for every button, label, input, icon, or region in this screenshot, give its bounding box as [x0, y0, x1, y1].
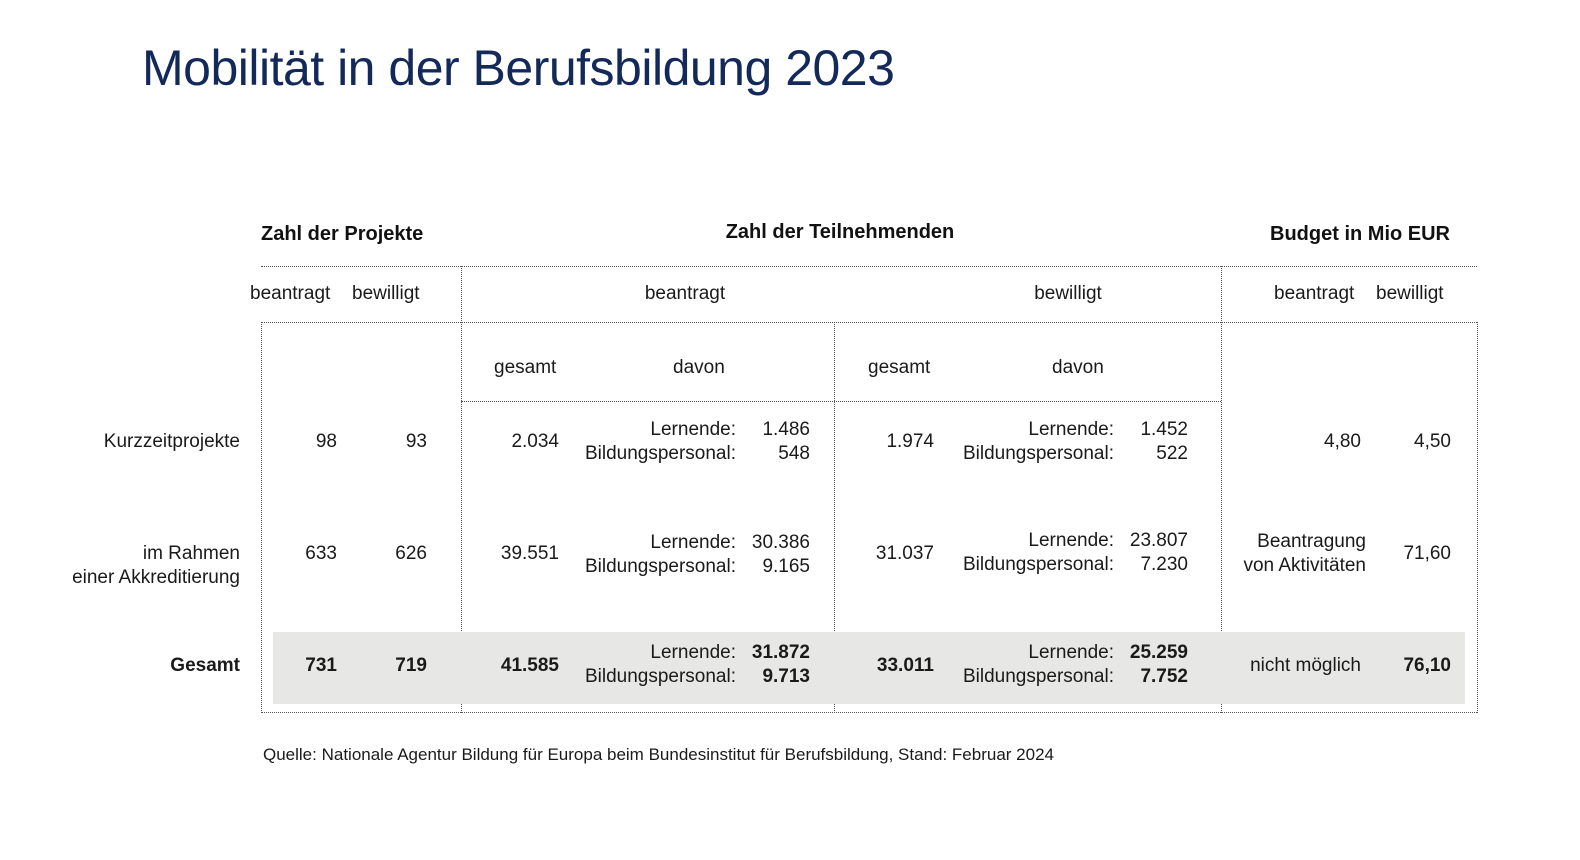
group-header-projekte: Zahl der Projekte [261, 223, 424, 245]
bildungspersonal-label: Bildungspersonal: [962, 554, 1114, 575]
total-row-background [273, 632, 1465, 704]
lernende-label: Lernende: [1028, 419, 1114, 440]
budget-bewilligt: 76,10 [1403, 655, 1451, 676]
subsub-rule [461, 401, 1221, 402]
tn-bewilligt-davon: Lernende: 23.807 Bildungspersonal: 7.230 [948, 529, 1188, 577]
budget-beantragt: 4,80 [1324, 431, 1361, 452]
divider-teilnehmende-budget [1221, 266, 1222, 713]
row-label: Gesamt [170, 655, 240, 676]
tn-bewilligt-davon: Lernende: 1.452 Bildungspersonal: 522 [948, 418, 1188, 466]
projekte-beantragt: 98 [315, 431, 337, 452]
row-label-line-1: im Rahmen [142, 543, 240, 564]
tn-beantragt-davon: Lernende: 30.386 Bildungspersonal: 9.165 [570, 531, 810, 579]
tn-beantragt-gesamt: 39.551 [500, 543, 559, 564]
divider-beantragt-bewilligt [834, 322, 835, 713]
projekte-bewilligt: 93 [405, 431, 427, 452]
bildungspersonal-value: 522 [1156, 443, 1188, 464]
bildungspersonal-label: Bildungspersonal: [584, 443, 736, 464]
tn-beantragt-gesamt: 2.034 [511, 431, 559, 452]
subheader-budget-bewilligt: bewilligt [1376, 283, 1444, 304]
bildungspersonal-value: 9.713 [762, 666, 810, 687]
lernende-value: 25.259 [1129, 642, 1188, 663]
tn-beantragt-gesamt: 41.585 [500, 655, 559, 676]
header-rule [261, 266, 1477, 267]
bildungspersonal-label: Bildungspersonal: [962, 443, 1114, 464]
lernende-label: Lernende: [1028, 642, 1114, 663]
budget-beantragt: nicht möglich [1250, 655, 1361, 676]
projekte-bewilligt: 626 [395, 543, 427, 564]
bildungspersonal-value: 7.230 [1140, 554, 1188, 575]
body-top-rule [261, 322, 1477, 323]
projekte-beantragt: 633 [305, 543, 337, 564]
page-title: Mobilität in der Berufsbildung 2023 [142, 40, 895, 96]
bildungspersonal-value: 548 [778, 443, 810, 464]
lernende-value: 31.872 [751, 642, 810, 663]
lernende-label: Lernende: [650, 532, 736, 553]
row-label-line-2: einer Akkreditierung [72, 567, 240, 588]
subheader-teilnehmende-beantragt: beantragt [644, 283, 726, 304]
bildungspersonal-label: Bildungspersonal: [962, 666, 1114, 687]
group-header-teilnehmende: Zahl der Teilnehmenden [725, 221, 955, 243]
body-bottom-rule [261, 712, 1477, 713]
body-left-rule [261, 322, 262, 713]
subsub-bewilligt-gesamt: gesamt [868, 357, 931, 378]
group-header-budget: Budget in Mio EUR [1270, 223, 1450, 245]
bildungspersonal-label: Bildungspersonal: [584, 556, 736, 577]
lernende-value: 1.452 [1140, 419, 1188, 440]
tn-bewilligt-davon: Lernende: 25.259 Bildungspersonal: 7.752 [948, 641, 1188, 689]
budget-beantragt-line-1: Beantragung [1257, 531, 1366, 552]
projekte-bewilligt: 719 [395, 655, 427, 676]
subsub-bewilligt-davon: davon [1052, 357, 1104, 378]
budget-beantragt-line-2: von Aktivitäten [1243, 555, 1366, 576]
tn-bewilligt-gesamt: 31.037 [875, 543, 934, 564]
lernende-label: Lernende: [650, 419, 736, 440]
subheader-projekte-beantragt: beantragt [250, 283, 331, 304]
divider-projekte-teilnehmende [461, 266, 462, 713]
bildungspersonal-value: 7.752 [1140, 666, 1188, 687]
subsub-beantragt-gesamt: gesamt [494, 357, 557, 378]
subheader-teilnehmende-bewilligt: bewilligt [1034, 283, 1102, 304]
lernende-label: Lernende: [1028, 530, 1114, 551]
tn-beantragt-davon: Lernende: 31.872 Bildungspersonal: 9.713 [570, 641, 810, 689]
bildungspersonal-label: Bildungspersonal: [584, 666, 736, 687]
row-label: Kurzzeitprojekte [103, 431, 240, 452]
subheader-projekte-bewilligt: bewilligt [352, 283, 420, 304]
budget-bewilligt: 71,60 [1403, 543, 1451, 564]
tn-bewilligt-gesamt: 33.011 [876, 655, 934, 676]
lernende-value: 23.807 [1129, 530, 1188, 551]
tn-bewilligt-gesamt: 1.974 [886, 431, 934, 452]
subheader-budget-beantragt: beantragt [1274, 283, 1355, 304]
tn-beantragt-davon: Lernende: 1.486 Bildungspersonal: 548 [570, 418, 810, 466]
lernende-value: 30.386 [751, 532, 810, 553]
row-label: im Rahmen einer Akkreditierung [40, 542, 240, 590]
budget-beantragt: Beantragung von Aktivitäten [1225, 530, 1366, 578]
source-note: Quelle: Nationale Agentur Bildung für Eu… [263, 745, 1054, 764]
bildungspersonal-value: 9.165 [762, 556, 810, 577]
lernende-value: 1.486 [762, 419, 810, 440]
budget-bewilligt: 4,50 [1414, 431, 1451, 452]
body-right-rule [1477, 322, 1478, 713]
lernende-label: Lernende: [650, 642, 736, 663]
subsub-beantragt-davon: davon [673, 357, 725, 378]
projekte-beantragt: 731 [305, 655, 337, 676]
